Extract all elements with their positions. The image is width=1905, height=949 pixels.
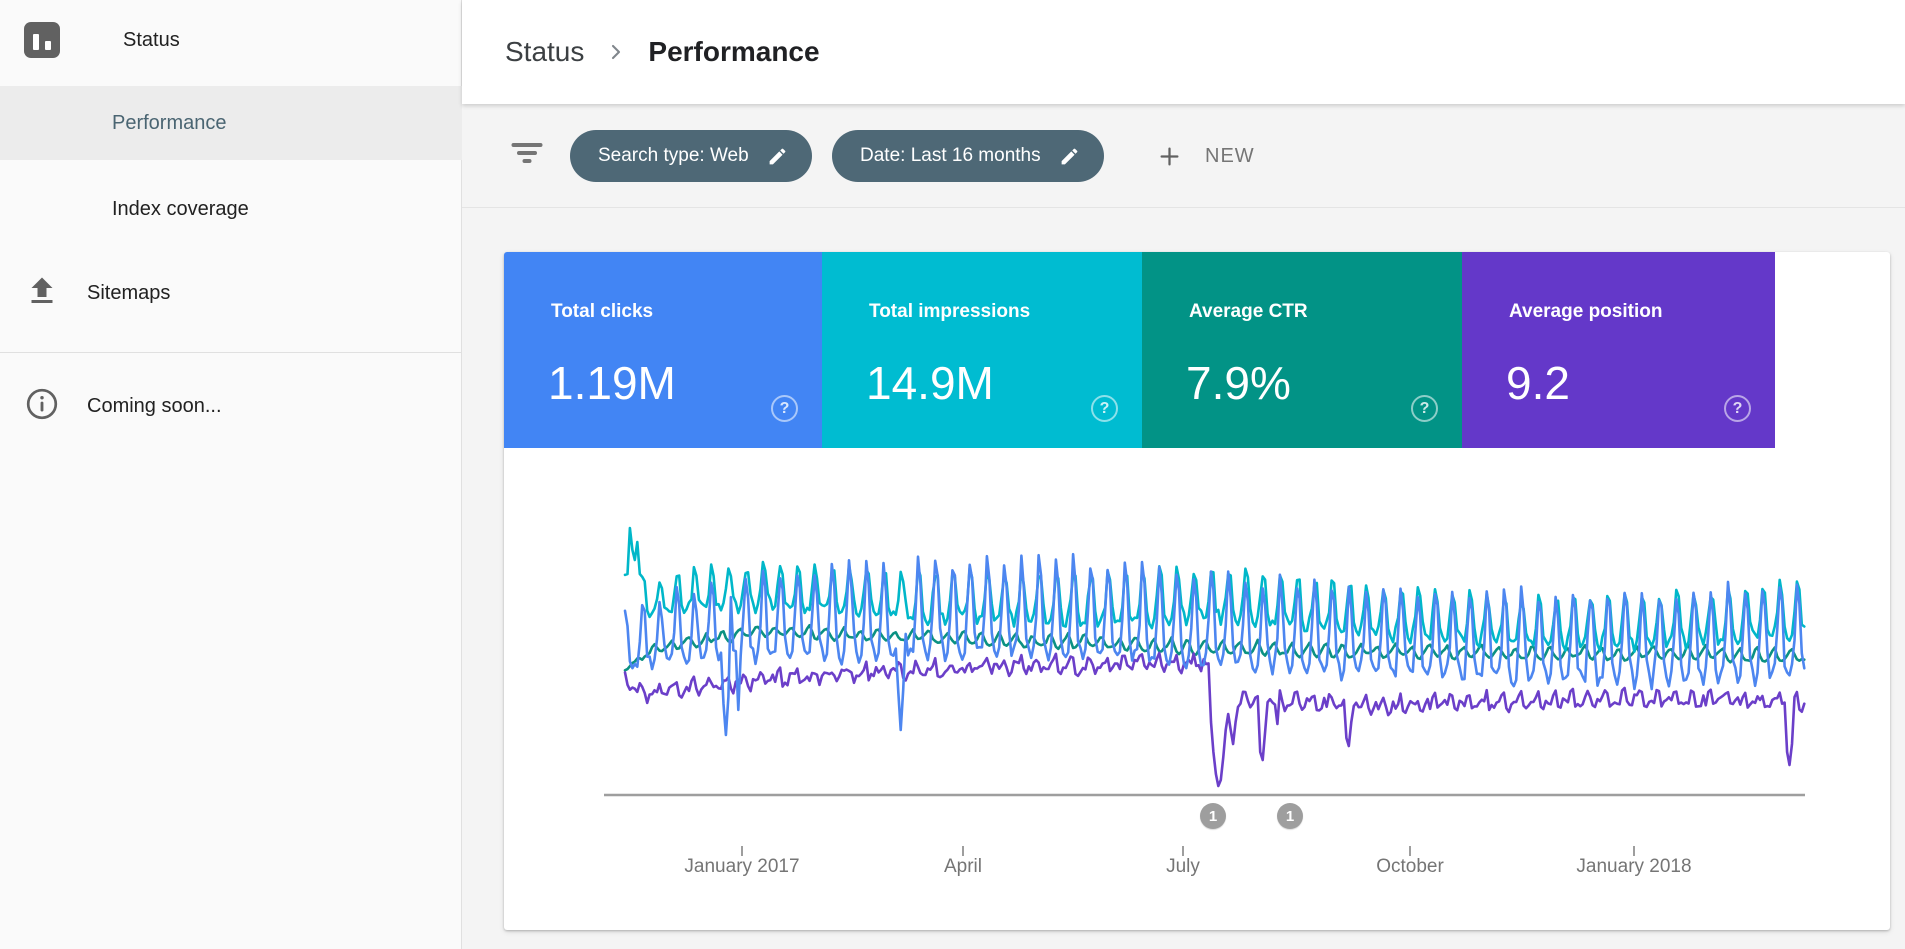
search-type-filter-chip[interactable]: Search type: Web bbox=[570, 130, 812, 182]
help-icon[interactable]: ? bbox=[1724, 395, 1751, 422]
info-icon bbox=[24, 386, 60, 427]
x-axis-label: April bbox=[943, 856, 982, 877]
help-icon[interactable]: ? bbox=[771, 395, 798, 422]
page-title: Performance bbox=[648, 36, 820, 67]
x-axis-label: July bbox=[1166, 856, 1200, 877]
total-clicks-tile[interactable]: Total clicks 1.19M ? bbox=[504, 252, 822, 448]
breadcrumb-status-link[interactable]: Status bbox=[505, 36, 585, 67]
help-icon[interactable]: ? bbox=[1091, 395, 1118, 422]
metric-tiles: Total clicks 1.19M ? Total impressions 1… bbox=[504, 252, 1775, 448]
sidebar-item-label: Status bbox=[123, 28, 180, 51]
upload-icon bbox=[24, 273, 60, 314]
x-axis-label: October bbox=[1376, 856, 1444, 877]
sidebar-item-performance[interactable]: Performance bbox=[0, 86, 462, 160]
breadcrumb: Status Performance bbox=[505, 36, 820, 68]
metric-value: 9.2 bbox=[1506, 357, 1570, 409]
total-impressions-tile[interactable]: Total impressions 14.9M ? bbox=[822, 252, 1142, 448]
sidebar-item-coming-soon[interactable]: Coming soon... bbox=[0, 378, 462, 434]
sidebar-item-sitemaps[interactable]: Sitemaps bbox=[0, 265, 462, 321]
performance-card: Total clicks 1.19M ? Total impressions 1… bbox=[504, 252, 1890, 930]
metric-value: 7.9% bbox=[1186, 357, 1291, 409]
annotation-badge[interactable]: 1 bbox=[1200, 803, 1226, 829]
metric-value: 14.9M bbox=[866, 357, 994, 409]
metric-label: Average position bbox=[1509, 301, 1663, 322]
sidebar-item-status[interactable]: Status bbox=[0, 12, 462, 68]
sidebar-divider bbox=[0, 352, 462, 353]
sidebar: Status Performance Index coverage Sitema… bbox=[0, 0, 462, 949]
date-filter-chip[interactable]: Date: Last 16 months bbox=[832, 130, 1104, 182]
help-icon[interactable]: ? bbox=[1411, 395, 1438, 422]
bar-chart-icon bbox=[24, 22, 60, 58]
average-position-tile[interactable]: Average position 9.2 ? bbox=[1462, 252, 1775, 448]
metric-label: Total clicks bbox=[551, 301, 654, 322]
sidebar-item-label: Sitemaps bbox=[87, 281, 171, 304]
pencil-icon bbox=[1059, 146, 1080, 167]
plus-icon bbox=[1156, 143, 1183, 170]
filter-list-icon[interactable] bbox=[511, 143, 542, 168]
chip-label: Date: Last 16 months bbox=[860, 145, 1041, 166]
filter-toolbar: Search type: Web Date: Last 16 months NE… bbox=[462, 104, 1905, 208]
sidebar-item-index-coverage[interactable]: Index coverage bbox=[0, 181, 462, 237]
performance-line-chart[interactable] bbox=[504, 252, 1890, 930]
header-bar: Status Performance bbox=[462, 0, 1905, 104]
new-button-label: NEW bbox=[1205, 144, 1255, 167]
sidebar-item-label: Coming soon... bbox=[87, 394, 222, 417]
metric-label: Total impressions bbox=[869, 301, 1031, 322]
sidebar-item-label: Index coverage bbox=[112, 197, 249, 220]
pencil-icon bbox=[767, 146, 788, 167]
annotation-badge[interactable]: 1 bbox=[1277, 803, 1303, 829]
sidebar-item-label: Performance bbox=[112, 111, 227, 134]
average-ctr-tile[interactable]: Average CTR 7.9% ? bbox=[1142, 252, 1462, 448]
metric-value: 1.19M bbox=[548, 357, 676, 409]
x-axis-label: January 2017 bbox=[684, 856, 800, 877]
metric-label: Average CTR bbox=[1189, 301, 1308, 322]
chip-label: Search type: Web bbox=[598, 145, 749, 166]
chevron-right-icon bbox=[604, 40, 628, 64]
x-axis-label: January 2018 bbox=[1576, 856, 1692, 877]
new-filter-button[interactable]: NEW bbox=[1156, 130, 1255, 182]
